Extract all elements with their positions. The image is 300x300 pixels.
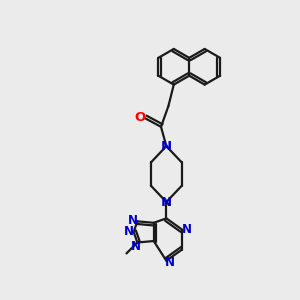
Text: N: N (124, 225, 134, 239)
Text: O: O (135, 110, 146, 124)
Text: N: N (131, 240, 141, 253)
Text: N: N (165, 256, 175, 269)
Text: N: N (182, 223, 191, 236)
Text: N: N (161, 140, 172, 153)
Text: N: N (161, 196, 172, 208)
Text: N: N (128, 214, 138, 226)
